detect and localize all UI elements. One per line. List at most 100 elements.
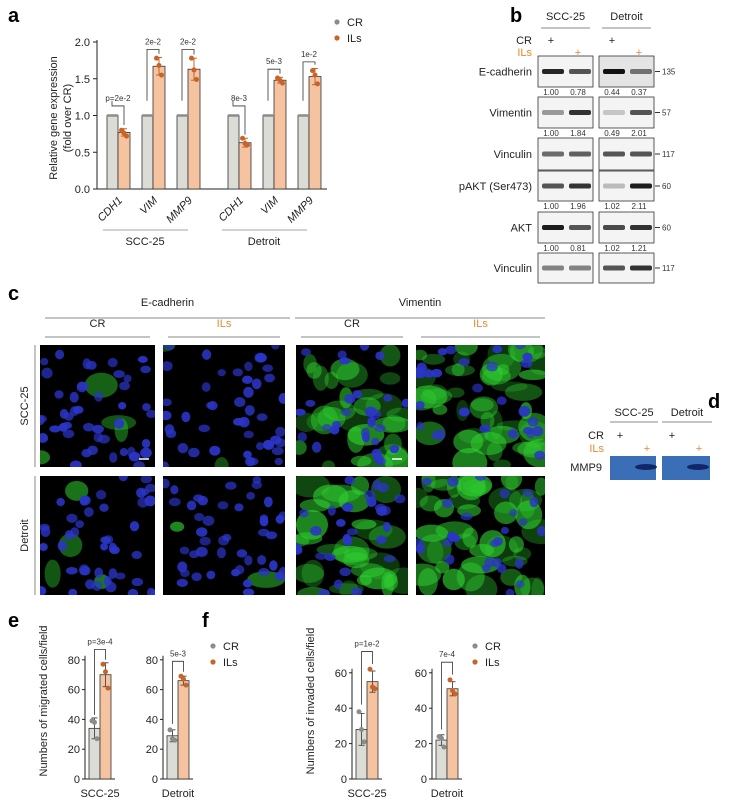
nucleus [321,423,332,431]
bar-ils [446,688,459,780]
data-point [315,81,320,87]
nucleus [389,444,400,454]
nucleus [242,579,253,588]
green-signal [386,407,408,422]
ils-plus: + [636,47,642,59]
nucleus [209,445,221,456]
nucleus [234,397,246,408]
nucleus [163,461,169,467]
green-signal [40,450,51,465]
nucleus [123,374,132,383]
nucleus [58,422,68,432]
nucleus [514,345,526,350]
nucleus [244,405,255,416]
ils-row-label: ILs [517,47,532,59]
nucleus [271,345,280,350]
panel-label-e: e [8,610,19,632]
y-axis-label: Relative gene expression [48,56,60,180]
nucleus [435,429,446,441]
nucleus [40,523,50,531]
bar-cr [262,115,275,190]
nucleus [92,424,104,434]
green-signal [504,383,543,401]
mmp9-band [687,464,709,470]
stain-header: Vimentin [399,297,442,309]
green-signal [500,476,523,490]
quantification-value: 0.78 [570,88,586,97]
nucleus [81,449,92,458]
nucleus [340,408,352,416]
nucleus [534,450,545,460]
protein-band [630,225,652,230]
nucleus [243,430,254,439]
bar-cr [297,115,310,190]
p-value-label: p=1e-2 [354,640,380,649]
y-tick-label: 40 [146,714,158,726]
nucleus [532,426,544,437]
nucleus [479,424,491,433]
data-point [189,55,194,61]
y-tick-label: 40 [415,703,427,715]
mw-label: 117 [662,264,675,273]
p-value-label: 5e-3 [266,57,283,66]
legend-cr-marker [334,19,340,25]
nucleus [437,348,448,356]
nucleus [56,497,65,507]
nucleus [198,424,210,433]
condition-header: ILs [217,318,232,330]
quantification-value: 0.81 [570,244,586,253]
significance-bracket [94,648,106,715]
panel-label-f: f [202,610,209,632]
quantification-value: 1.00 [543,129,559,138]
nucleus [75,520,85,529]
data-point [191,67,197,73]
group-label: Detroit [248,236,280,248]
data-point [105,685,111,691]
nucleus [201,349,212,360]
green-signal [312,365,329,391]
green-signal [58,533,83,558]
quantification-value: 1.00 [543,202,559,211]
nucleus [49,425,61,433]
green-signal [518,369,545,381]
y-tick-label: 80 [68,655,80,667]
nucleus [360,427,370,439]
cell-line-label: SCC-25 [19,386,31,425]
bar-ils [99,674,112,780]
green-signal [534,477,545,496]
nucleus [59,408,69,419]
nucleus [107,357,118,368]
p-value-label: 5e-3 [170,649,187,658]
legend-ils-marker [334,35,340,41]
green-signal [296,476,330,498]
nucleus [359,345,370,351]
legend-ils-marker [210,659,216,665]
ils-plus: + [696,443,702,455]
data-point [310,68,315,74]
green-signal [419,495,442,512]
nucleus [278,393,285,404]
protein-band [542,69,564,74]
nucleus [339,567,351,577]
nucleus [383,394,393,402]
nucleus [118,402,127,410]
bar-ils [117,132,131,190]
bar-ils [152,65,166,190]
y-tick-label: 0 [341,774,347,786]
y-tick-label: 0.0 [75,184,90,196]
microscopy-image [163,345,285,467]
significance-bracket [441,661,453,730]
legend-cr-marker [210,643,216,649]
nucleus [245,456,256,467]
nucleus [146,409,155,418]
x-tick-label: SCC-25 [80,788,119,800]
nucleus [165,429,177,439]
green-signal [296,440,307,455]
data-point [245,142,250,148]
nucleus [140,476,152,484]
nucleus [243,450,252,459]
data-point [240,135,245,141]
legend-ils-marker [472,659,478,665]
nucleus [140,447,152,459]
protein-band [569,110,591,115]
